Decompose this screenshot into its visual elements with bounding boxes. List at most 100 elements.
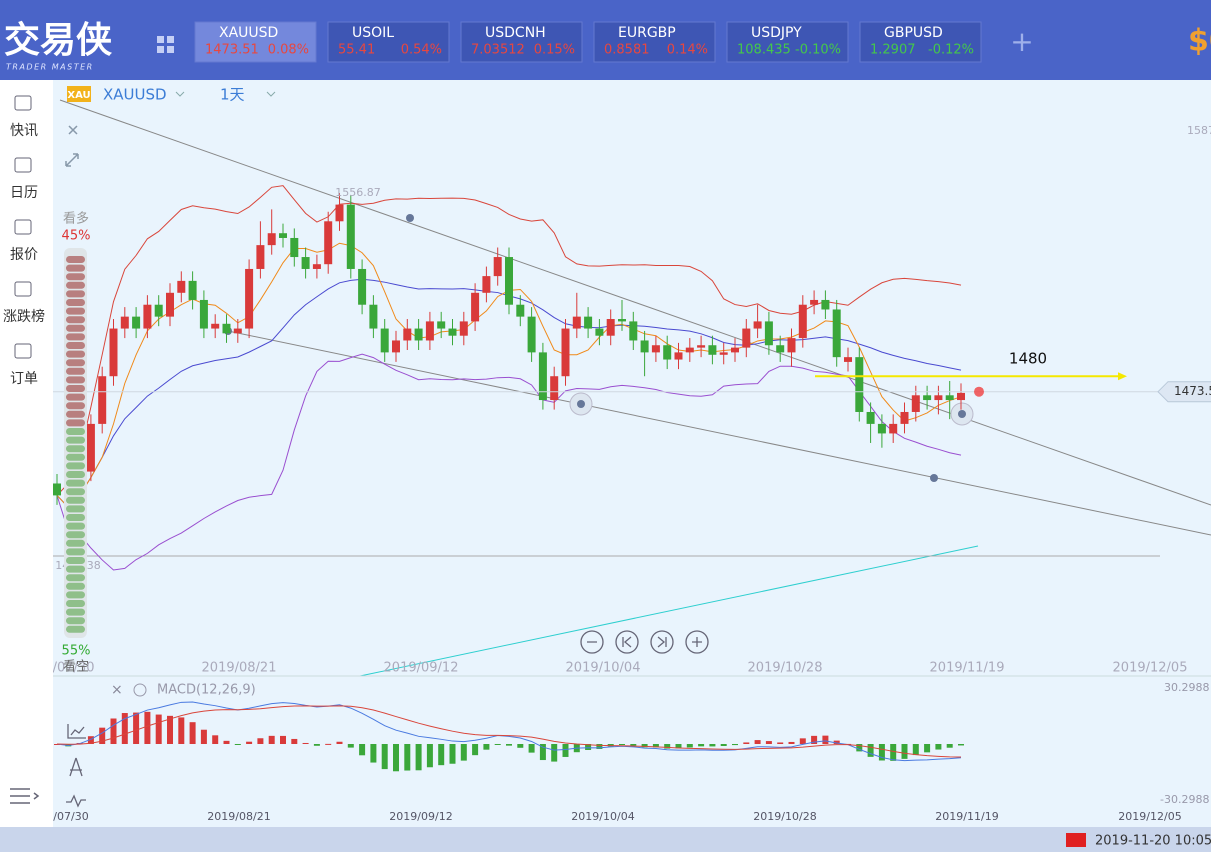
sidebar-label[interactable]: 日历: [10, 185, 38, 201]
macd-bar: [280, 735, 286, 744]
sentiment-seg: [66, 445, 85, 453]
sidebar-label[interactable]: 报价: [10, 247, 38, 263]
candle-body: [572, 316, 581, 329]
macd-bar: [709, 744, 716, 747]
candle-body: [697, 345, 706, 348]
add-tab[interactable]: +: [1010, 25, 1033, 58]
candle-body: [674, 352, 683, 360]
sentiment-seg: [66, 514, 85, 521]
sidebar-label[interactable]: 订单: [10, 371, 38, 387]
macd-bar: [404, 744, 411, 771]
macd-bar: [946, 744, 953, 748]
anchor-dot: [958, 410, 966, 418]
macd-bar: [381, 744, 388, 770]
candle-body: [312, 264, 321, 269]
macd-bar: [234, 744, 241, 745]
candle-body: [663, 345, 672, 360]
sentiment-seg: [66, 307, 85, 315]
grid-icon[interactable]: [157, 36, 174, 53]
sidebar-label[interactable]: 涨跌榜: [3, 308, 45, 325]
tab[interactable]: [859, 21, 982, 63]
candle-body: [448, 328, 457, 336]
tab[interactable]: [726, 21, 849, 63]
candle-body: [764, 321, 773, 346]
toolbar-period[interactable]: 1天: [220, 86, 245, 104]
macd-bar: [517, 744, 524, 748]
chart-tools[interactable]: [65, 125, 79, 167]
candle-body: [708, 345, 717, 355]
candle-body: [301, 257, 310, 269]
macd-bar: [822, 735, 829, 744]
macd-tools[interactable]: [66, 724, 86, 808]
x-tick-label: 2019/10/28: [753, 810, 816, 823]
candle-body: [233, 328, 242, 334]
trend-line: [227, 330, 1211, 536]
tab[interactable]: [327, 21, 450, 63]
high-label: 1556.87: [335, 186, 381, 199]
candle-body: [86, 423, 95, 472]
sidebar-icon[interactable]: [14, 281, 32, 297]
macd-dea: [56, 705, 962, 758]
tab[interactable]: [460, 21, 583, 63]
candle-body: [154, 304, 163, 317]
toolbar-symbol[interactable]: XAUUSD: [103, 86, 167, 104]
current-dot: [974, 386, 984, 397]
candle-body: [143, 304, 152, 329]
macd-bar: [732, 744, 738, 746]
x-tick-label: 2019/11/19: [930, 661, 1005, 676]
candle-body: [335, 204, 344, 222]
bollinger-upper: [56, 185, 962, 496]
sentiment-seg: [66, 273, 85, 281]
candle-body: [346, 204, 355, 269]
macd-bar: [200, 729, 207, 744]
tab[interactable]: [194, 21, 317, 63]
sentiment-seg: [66, 385, 85, 392]
macd-bar: [958, 744, 964, 746]
candle-body: [776, 345, 785, 353]
macd-bar: [630, 744, 637, 746]
tab-symbol: USDJPY: [751, 25, 802, 41]
menu-icon[interactable]: [10, 788, 40, 804]
candle-body: [731, 347, 739, 353]
sidebar-icon[interactable]: [14, 95, 32, 111]
sentiment-seg: [66, 359, 85, 367]
macd-bar: [799, 738, 806, 744]
candle-body: [606, 319, 615, 336]
macd-bar: [370, 744, 377, 763]
candle-body: [889, 423, 898, 434]
macd-bar: [144, 711, 151, 744]
candle-body: [279, 233, 287, 238]
macd-bar: [359, 744, 366, 756]
sentiment-seg: [66, 548, 85, 556]
candle-body: [561, 328, 570, 377]
sidebar-icon[interactable]: [14, 343, 32, 359]
sidebar-label[interactable]: 快讯: [10, 123, 38, 139]
trend-line: [59, 99, 1211, 506]
macd-bar: [494, 744, 501, 745]
macd-bar: [585, 744, 592, 750]
macd-bar: [912, 744, 919, 756]
macd-bar: [551, 744, 558, 762]
macd-close[interactable]: ×: [111, 682, 123, 698]
macd-bar: [619, 744, 625, 745]
macd-settings[interactable]: [133, 683, 147, 697]
tab-price: 7.03512: [471, 43, 525, 58]
tab-symbol: USOIL: [352, 25, 394, 41]
candle-body: [629, 321, 638, 341]
nav-buttons[interactable]: [580, 630, 709, 654]
current-label: 1473.51: [1174, 384, 1211, 398]
sidebar-icon[interactable]: [14, 219, 32, 235]
tab[interactable]: [593, 21, 716, 63]
candle-body: [177, 280, 186, 293]
macd-bar: [901, 744, 908, 759]
sentiment-seg: [66, 600, 85, 607]
tab-symbol: EURGBP: [618, 25, 676, 41]
macd-bar: [754, 740, 761, 744]
sentiment-seg: [66, 488, 85, 496]
dropdown-arrows: [175, 91, 276, 97]
candle-body: [53, 483, 61, 496]
sidebar-icon[interactable]: [14, 157, 32, 173]
sentiment-seg: [66, 281, 85, 289]
sentiment-seg: [66, 505, 85, 513]
x-tick-label: 2019/12/05: [1113, 661, 1188, 676]
